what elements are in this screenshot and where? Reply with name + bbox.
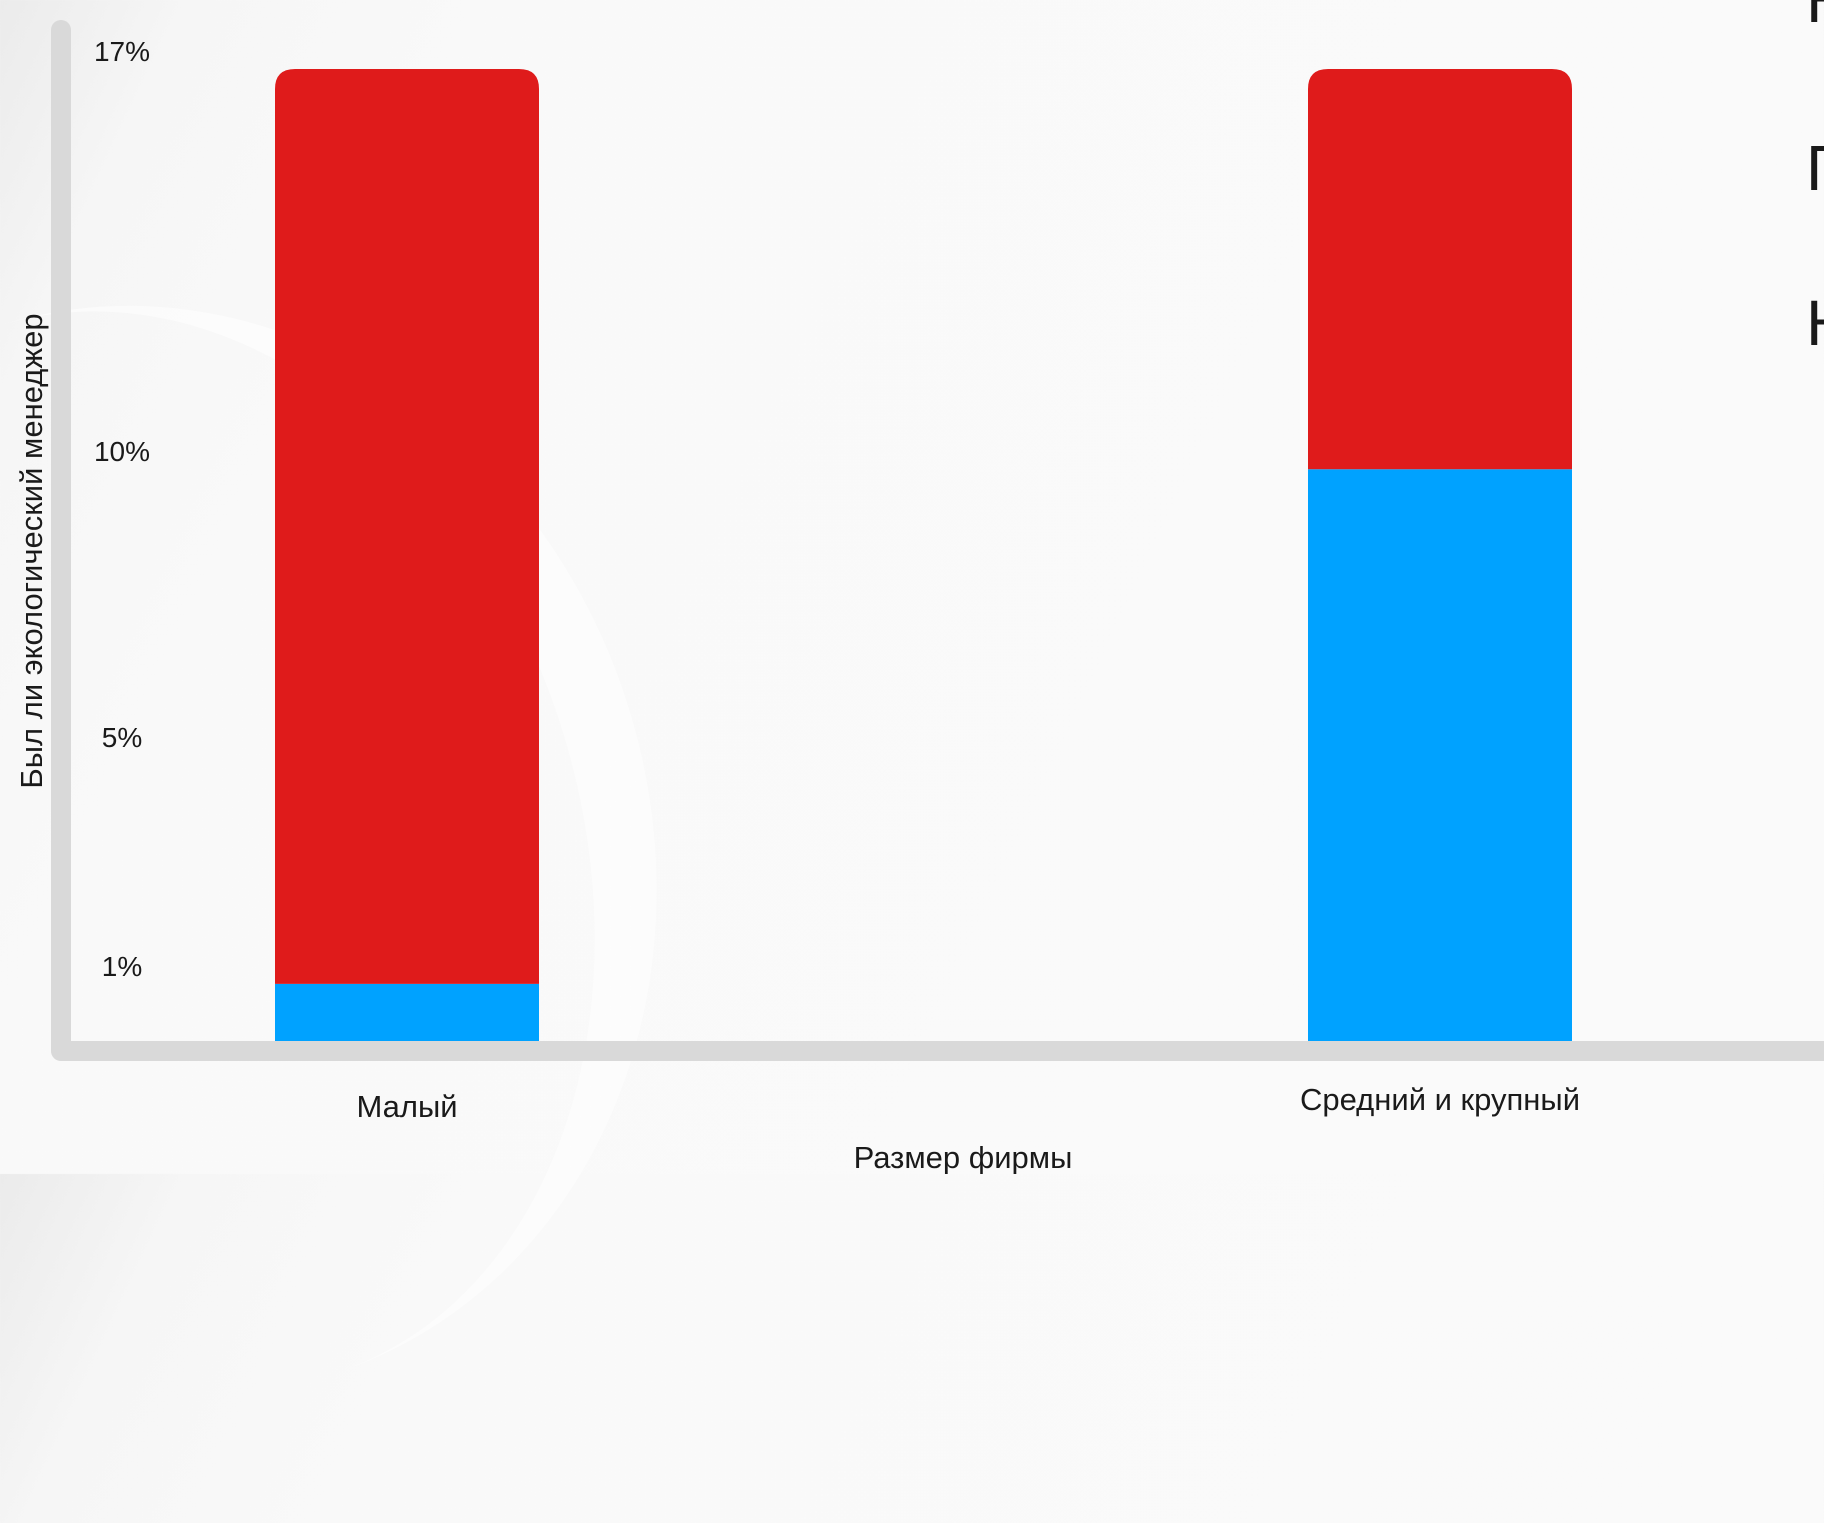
bar-segment-2-series-2 — [1308, 69, 1572, 470]
x-tick-label: Средний и крупный — [1300, 1082, 1580, 1117]
stacked-bar-chart: 1% 5% 10% 17% Малый Средний и крупный Размер… — [14, 0, 1824, 1174]
legend-entry-fragment: П — [1806, 132, 1824, 204]
y-tick-label: 5% — [102, 722, 142, 753]
legend-fragments: Н П Н — [1806, 0, 1824, 359]
bar-segment-1-series-1 — [275, 983, 539, 1041]
bars-group — [275, 69, 1572, 1041]
x-axis-line — [51, 1041, 1824, 1061]
y-axis-title: Был ли экологический менеджер — [14, 313, 49, 788]
legend-entry-fragment: Н — [1806, 287, 1824, 359]
x-axis-title: Размер фирмы — [854, 1140, 1073, 1174]
y-tick-label: 17% — [94, 36, 150, 67]
x-tick-label: Малый — [356, 1089, 457, 1124]
y-tick-label: 10% — [94, 436, 150, 467]
y-tick-label: 1% — [102, 951, 142, 982]
y-tick-labels: 1% 5% 10% 17% — [94, 36, 150, 982]
x-tick-labels: Малый Средний и крупный — [356, 1082, 1580, 1124]
bar-segment-1-series-2 — [275, 69, 539, 984]
legend-entry-fragment: Н — [1806, 0, 1824, 36]
bar-segment-2-series-1 — [1308, 469, 1572, 1041]
y-axis-line — [51, 20, 71, 1060]
